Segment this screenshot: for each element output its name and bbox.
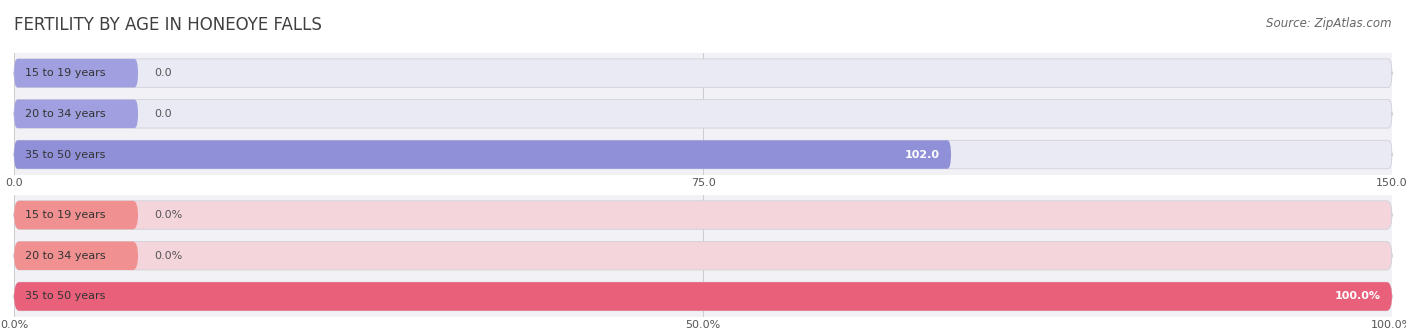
Text: 102.0: 102.0 [905,149,941,159]
Text: 20 to 34 years: 20 to 34 years [25,109,105,119]
Text: Source: ZipAtlas.com: Source: ZipAtlas.com [1267,16,1392,29]
Text: FERTILITY BY AGE IN HONEOYE FALLS: FERTILITY BY AGE IN HONEOYE FALLS [14,16,322,35]
Text: 15 to 19 years: 15 to 19 years [25,68,105,78]
FancyBboxPatch shape [14,100,1392,128]
FancyBboxPatch shape [14,59,1392,87]
FancyBboxPatch shape [14,242,138,270]
FancyBboxPatch shape [14,242,1392,270]
Text: 15 to 19 years: 15 to 19 years [25,210,105,220]
Text: 0.0: 0.0 [155,109,172,119]
FancyBboxPatch shape [14,201,1392,229]
Text: 0.0%: 0.0% [155,251,183,261]
Text: 100.0%: 100.0% [1334,291,1381,301]
FancyBboxPatch shape [14,100,138,128]
FancyBboxPatch shape [14,201,138,229]
FancyBboxPatch shape [14,140,950,169]
FancyBboxPatch shape [14,140,1392,169]
FancyBboxPatch shape [14,282,1392,311]
Text: 0.0: 0.0 [155,68,172,78]
Text: 0.0%: 0.0% [155,210,183,220]
FancyBboxPatch shape [14,282,1392,311]
Text: 35 to 50 years: 35 to 50 years [25,149,105,159]
Text: 20 to 34 years: 20 to 34 years [25,251,105,261]
Text: 35 to 50 years: 35 to 50 years [25,291,105,301]
FancyBboxPatch shape [14,59,138,87]
